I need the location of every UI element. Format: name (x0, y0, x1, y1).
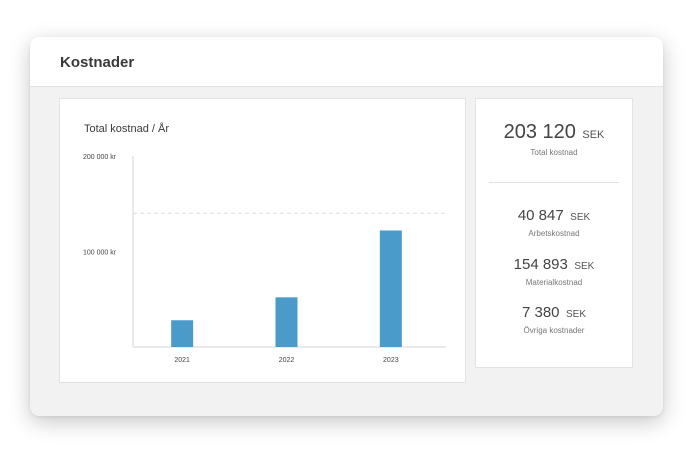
divider (489, 182, 619, 183)
stat-other-value: 7 380 (521, 304, 560, 321)
stat-total-label: Total kostnad (530, 148, 578, 157)
stat-labor-value: 40 847 (517, 207, 564, 224)
chart-card: Total kostnad / År 100 000 kr 200 000 kr 2… (59, 98, 466, 383)
stat-other-unit: SEK (565, 309, 586, 320)
bar-2022 (275, 297, 298, 347)
stat-material-label: Materialkostnad (525, 278, 583, 287)
stat-total-value: 203 120 (503, 121, 576, 143)
stat-labor-label: Arbetskostnad (528, 229, 580, 238)
stat-labor-unit: SEK (570, 212, 591, 223)
page-title: Kostnader (60, 54, 135, 71)
y-tick-label: 200 000 kr (83, 154, 117, 161)
bar-chart: 100 000 kr 200 000 kr 2021 2022 2023 (83, 154, 446, 364)
y-tick-label: 100 000 kr (83, 250, 117, 257)
stat-total: 203 120 SEK Total kostnad (476, 121, 632, 157)
costs-window: Kostnader Total kostnad / År 100 000 kr 2… (30, 37, 663, 416)
stat-labor: 40 847 SEK Arbetskostnad (476, 207, 632, 238)
stat-total-unit: SEK (582, 129, 605, 141)
stat-other-label: Övriga kostnader (523, 326, 585, 335)
stat-material-value: 154 893 (513, 256, 568, 273)
chart-title: Total kostnad / År (84, 123, 169, 135)
bar-2023 (379, 230, 402, 347)
x-tick-label: 2021 (174, 357, 190, 364)
x-tick-label: 2022 (279, 357, 295, 364)
stat-material: 154 893 SEK Materialkostnad (476, 256, 632, 287)
bar-2021 (171, 320, 194, 347)
stat-material-unit: SEK (574, 261, 595, 272)
x-tick-label: 2023 (383, 357, 399, 364)
stat-other: 7 380 SEK Övriga kostnader (476, 304, 632, 335)
page-header: Kostnader (30, 37, 663, 87)
stats-card: 203 120 SEK Total kostnad 40 847 SEK Arb… (475, 98, 633, 368)
